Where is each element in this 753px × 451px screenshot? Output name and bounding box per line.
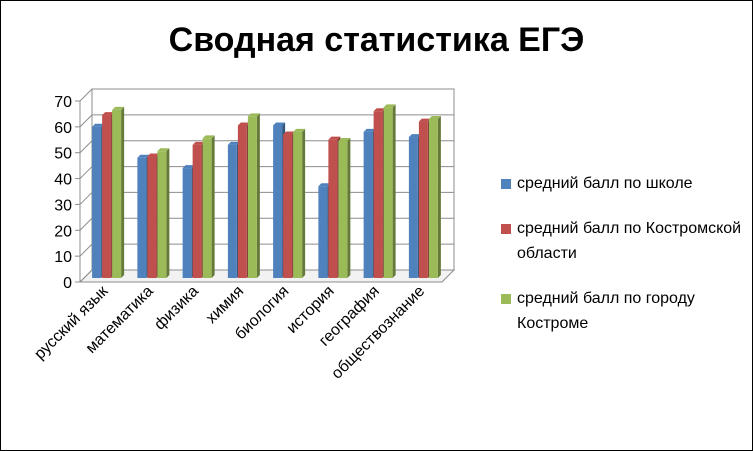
- legend-item: средний балл по Костромской области: [501, 216, 746, 266]
- bar: [237, 125, 247, 278]
- gridline-diag: [79, 192, 93, 205]
- bar-top: [328, 136, 341, 140]
- legend-item: средний балл по школе: [501, 171, 746, 196]
- y-tick-label: 10: [54, 249, 72, 266]
- bar-top: [92, 123, 105, 127]
- gridline-diag: [79, 217, 93, 231]
- legend-swatch: [501, 224, 511, 234]
- bar-top: [318, 183, 331, 187]
- bar-top: [363, 128, 376, 132]
- bar-top: [182, 165, 195, 169]
- bar-top: [202, 135, 215, 139]
- legend-label: средний балл по Костромской области: [517, 220, 742, 262]
- bar-top: [192, 141, 205, 145]
- legend-label: средний балл по городу Костроме: [517, 290, 695, 332]
- bar: [328, 139, 338, 278]
- bar-top: [283, 131, 296, 135]
- y-tick-label: 40: [54, 172, 72, 189]
- bar-top: [237, 122, 250, 126]
- chart-title: Сводная статистика ЕГЭ: [168, 21, 585, 59]
- bar-top: [273, 122, 286, 126]
- bar: [147, 156, 157, 278]
- gridline-diag: [79, 140, 93, 154]
- bar-top: [247, 113, 260, 117]
- legend: средний балл по школе средний балл по Кос…: [501, 171, 746, 356]
- bar-side: [256, 113, 260, 279]
- bar-top: [408, 134, 421, 138]
- bar: [102, 115, 112, 278]
- bar: [428, 118, 438, 278]
- bar: [293, 131, 303, 278]
- legend-label: средний балл по школе: [517, 175, 693, 192]
- bar: [338, 140, 348, 278]
- bar: [112, 109, 122, 278]
- bar: [418, 121, 428, 278]
- bar: [247, 116, 257, 279]
- y-tick-label: 60: [54, 120, 72, 137]
- y-tick-label: 50: [54, 146, 72, 163]
- bar: [182, 168, 192, 278]
- gridline-diag: [79, 88, 93, 102]
- bar-top: [102, 112, 115, 116]
- y-tick-label: 20: [54, 223, 72, 240]
- bar-side: [166, 148, 170, 278]
- bar-top: [137, 154, 150, 158]
- bar: [92, 126, 102, 278]
- bar-top: [112, 106, 125, 110]
- y-tick-label: 70: [54, 94, 72, 111]
- bar-side: [302, 128, 306, 278]
- gridline-diag: [79, 243, 93, 257]
- bar-side: [211, 135, 215, 278]
- bar-top: [147, 153, 160, 157]
- bar-side: [347, 137, 351, 278]
- bar: [408, 137, 418, 278]
- bar: [137, 157, 147, 278]
- bar-top: [227, 141, 240, 145]
- bar: [157, 151, 167, 278]
- bar: [273, 125, 283, 278]
- bar-top: [157, 148, 170, 152]
- bar-top: [373, 108, 386, 112]
- bar-side: [121, 106, 125, 278]
- bar: [363, 131, 373, 278]
- gridline-diag: [79, 166, 93, 179]
- bar-top: [428, 115, 441, 119]
- legend-item: средний балл по городу Костроме: [501, 286, 746, 336]
- bar: [383, 107, 393, 278]
- chart-floor: [78, 269, 456, 283]
- y-tick-label: 0: [63, 275, 72, 292]
- gridline-diag: [79, 114, 93, 128]
- bar-top: [383, 104, 396, 108]
- bar: [373, 111, 383, 278]
- legend-swatch: [501, 179, 511, 189]
- bar-side: [437, 115, 441, 278]
- bar: [192, 144, 202, 278]
- bar: [202, 138, 212, 278]
- gridline-diag: [79, 269, 93, 283]
- legend-swatch: [501, 294, 511, 304]
- y-tick-label: 30: [54, 197, 72, 214]
- bar: [227, 144, 237, 278]
- bar-top: [293, 128, 306, 132]
- bar-top: [338, 137, 351, 141]
- bar-side: [392, 104, 396, 278]
- bar: [283, 134, 293, 278]
- x-tick-label: химия: [203, 283, 247, 327]
- bar: [318, 186, 328, 278]
- x-tick-label: физика: [151, 283, 202, 334]
- bar-top: [418, 118, 431, 122]
